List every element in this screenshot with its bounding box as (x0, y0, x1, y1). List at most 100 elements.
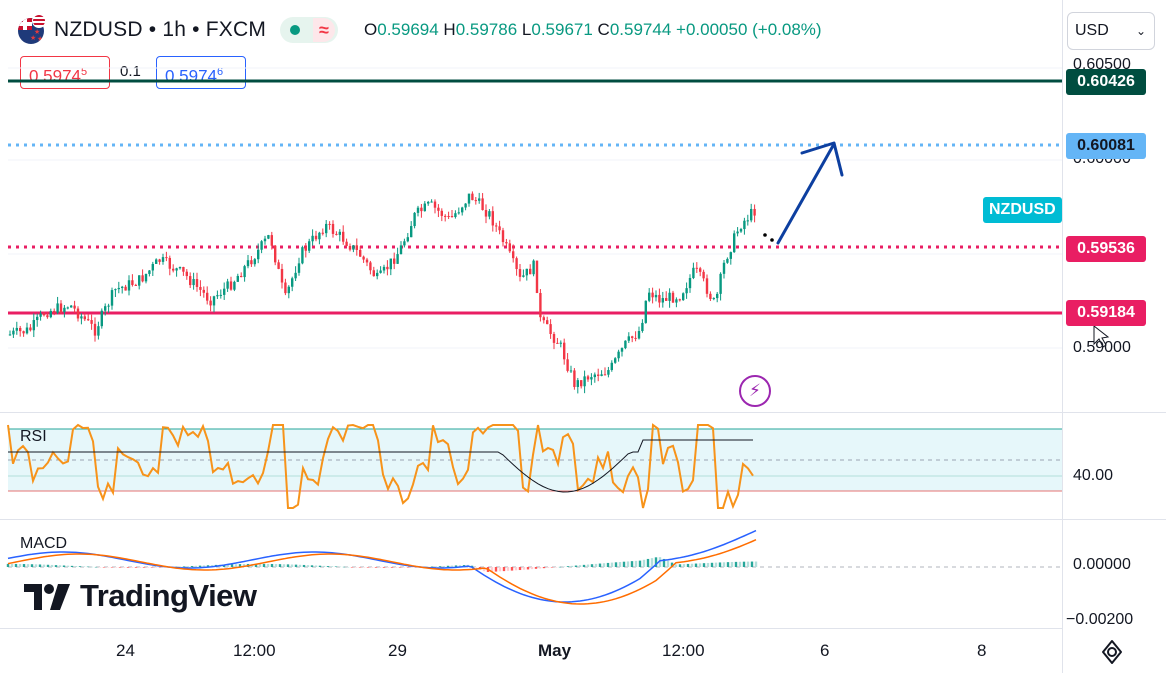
macd-histogram-bar (454, 565, 458, 567)
chart-header: ★ ★ ★ NZDUSD • 1h • FXCM ≈ O0.59694 H0.5… (0, 0, 1062, 62)
candle-body (501, 230, 505, 243)
macd-histogram-bar (318, 565, 322, 567)
candle-body (172, 268, 175, 271)
candle-body (355, 245, 358, 250)
macd-histogram-bar (110, 567, 114, 568)
candle-body (729, 252, 732, 259)
candle-body (654, 294, 658, 298)
macd-histogram-bar (442, 565, 446, 567)
candle-body (66, 307, 69, 309)
macd-histogram-bar (706, 562, 710, 567)
macd-histogram-bar (742, 561, 746, 567)
candle-body (338, 231, 341, 235)
candle-body (525, 268, 528, 276)
time-tick: 8 (977, 641, 987, 660)
buy-price-pip: 6 (217, 66, 224, 78)
tradingview-logo-icon (24, 584, 70, 610)
candle-body (178, 266, 182, 269)
macd-histogram-bar (26, 564, 30, 567)
resistance-price-label[interactable]: 0.60426 (1066, 69, 1146, 95)
macd-histogram-bar (350, 567, 354, 568)
macd-histogram-bar (458, 565, 462, 567)
chart-settings-icon[interactable] (1098, 638, 1126, 666)
candle-body (515, 258, 518, 270)
candle-body (263, 238, 267, 242)
time-axis-divider (0, 628, 1062, 629)
candle-body (546, 320, 549, 325)
dotted-level-price-label[interactable]: 0.59536 (1066, 236, 1146, 262)
candle-body (396, 254, 399, 264)
candle-body (8, 334, 12, 336)
candle-body (117, 287, 120, 290)
candle-body (471, 193, 474, 201)
symbol-title[interactable]: NZDUSD • 1h • FXCM (54, 18, 267, 41)
time-tick: May (538, 641, 572, 660)
macd-histogram-bar (610, 562, 614, 567)
macd-histogram-bar (726, 562, 730, 567)
macd-histogram-bar (74, 566, 78, 567)
macd-histogram-bar (202, 565, 206, 567)
candle-body (345, 241, 348, 246)
rsi-tick: 40.00 (1073, 467, 1114, 484)
macd-histogram-bar (506, 567, 510, 571)
macd-histogram-bar (50, 564, 54, 567)
change-value: +0.00050 (+0.08%) (676, 20, 822, 39)
currency-select[interactable]: USD ⌄ (1067, 12, 1155, 50)
macd-histogram-bar (18, 563, 22, 567)
candle-body (474, 200, 477, 202)
macd-histogram-bar (10, 563, 14, 567)
macd-histogram-bar (694, 563, 698, 567)
candle-body (508, 243, 511, 252)
candle-body (607, 370, 610, 375)
candle-body (158, 259, 161, 262)
candle-body (573, 370, 576, 387)
macd-histogram-bar (402, 567, 406, 568)
macd-histogram-bar (266, 563, 270, 567)
close-value: 0.59744 (609, 20, 672, 39)
macd-histogram-bar (730, 562, 734, 567)
candle-body (600, 374, 603, 376)
macd-histogram-bar (374, 567, 378, 568)
candle-body (148, 270, 151, 274)
candle-body (597, 374, 600, 376)
candle-body (484, 210, 488, 217)
candle-body (569, 370, 573, 372)
candle-body (297, 263, 301, 273)
macd-histogram-bar (526, 567, 530, 570)
macd-histogram-bar (750, 561, 754, 567)
macd-histogram-bar (370, 567, 374, 568)
macd-histogram-bar (490, 567, 494, 572)
macd-histogram-bar (346, 566, 350, 568)
target-price-label[interactable]: 0.60081 (1066, 133, 1146, 159)
market-status-pill[interactable]: ≈ (280, 17, 338, 43)
candle-body (141, 275, 144, 282)
macd-histogram-bar (122, 567, 126, 568)
macd-histogram-bar (234, 564, 238, 567)
forecast-dot (763, 233, 767, 237)
macd-pane-divider[interactable] (0, 519, 1166, 520)
candle-body (631, 336, 634, 338)
macd-histogram-bar (438, 566, 442, 567)
macd-histogram-bar (102, 567, 106, 568)
candle-body (151, 263, 154, 271)
macd-label[interactable]: MACD (20, 535, 68, 552)
macd-histogram-bar (514, 567, 518, 571)
candle-body (226, 281, 229, 289)
close-label: C (597, 20, 610, 39)
candle-body (277, 262, 280, 269)
lightning-event-icon[interactable]: ⚡ (739, 375, 771, 407)
candle-body (719, 273, 722, 294)
rsi-pane-divider[interactable] (0, 412, 1166, 413)
rsi-label[interactable]: RSI (20, 428, 47, 445)
macd-histogram-bar (494, 567, 498, 572)
macd-histogram-bar (70, 565, 74, 567)
candle-body (552, 334, 556, 343)
macd-histogram-bar (602, 563, 606, 567)
price-axis-divider (1062, 0, 1063, 673)
candle-body (750, 208, 753, 221)
macd-histogram-bar (94, 566, 98, 568)
support-price-label[interactable]: 0.59184 (1066, 300, 1146, 326)
macd-histogram-bar (530, 567, 534, 570)
candle-body (110, 290, 114, 306)
